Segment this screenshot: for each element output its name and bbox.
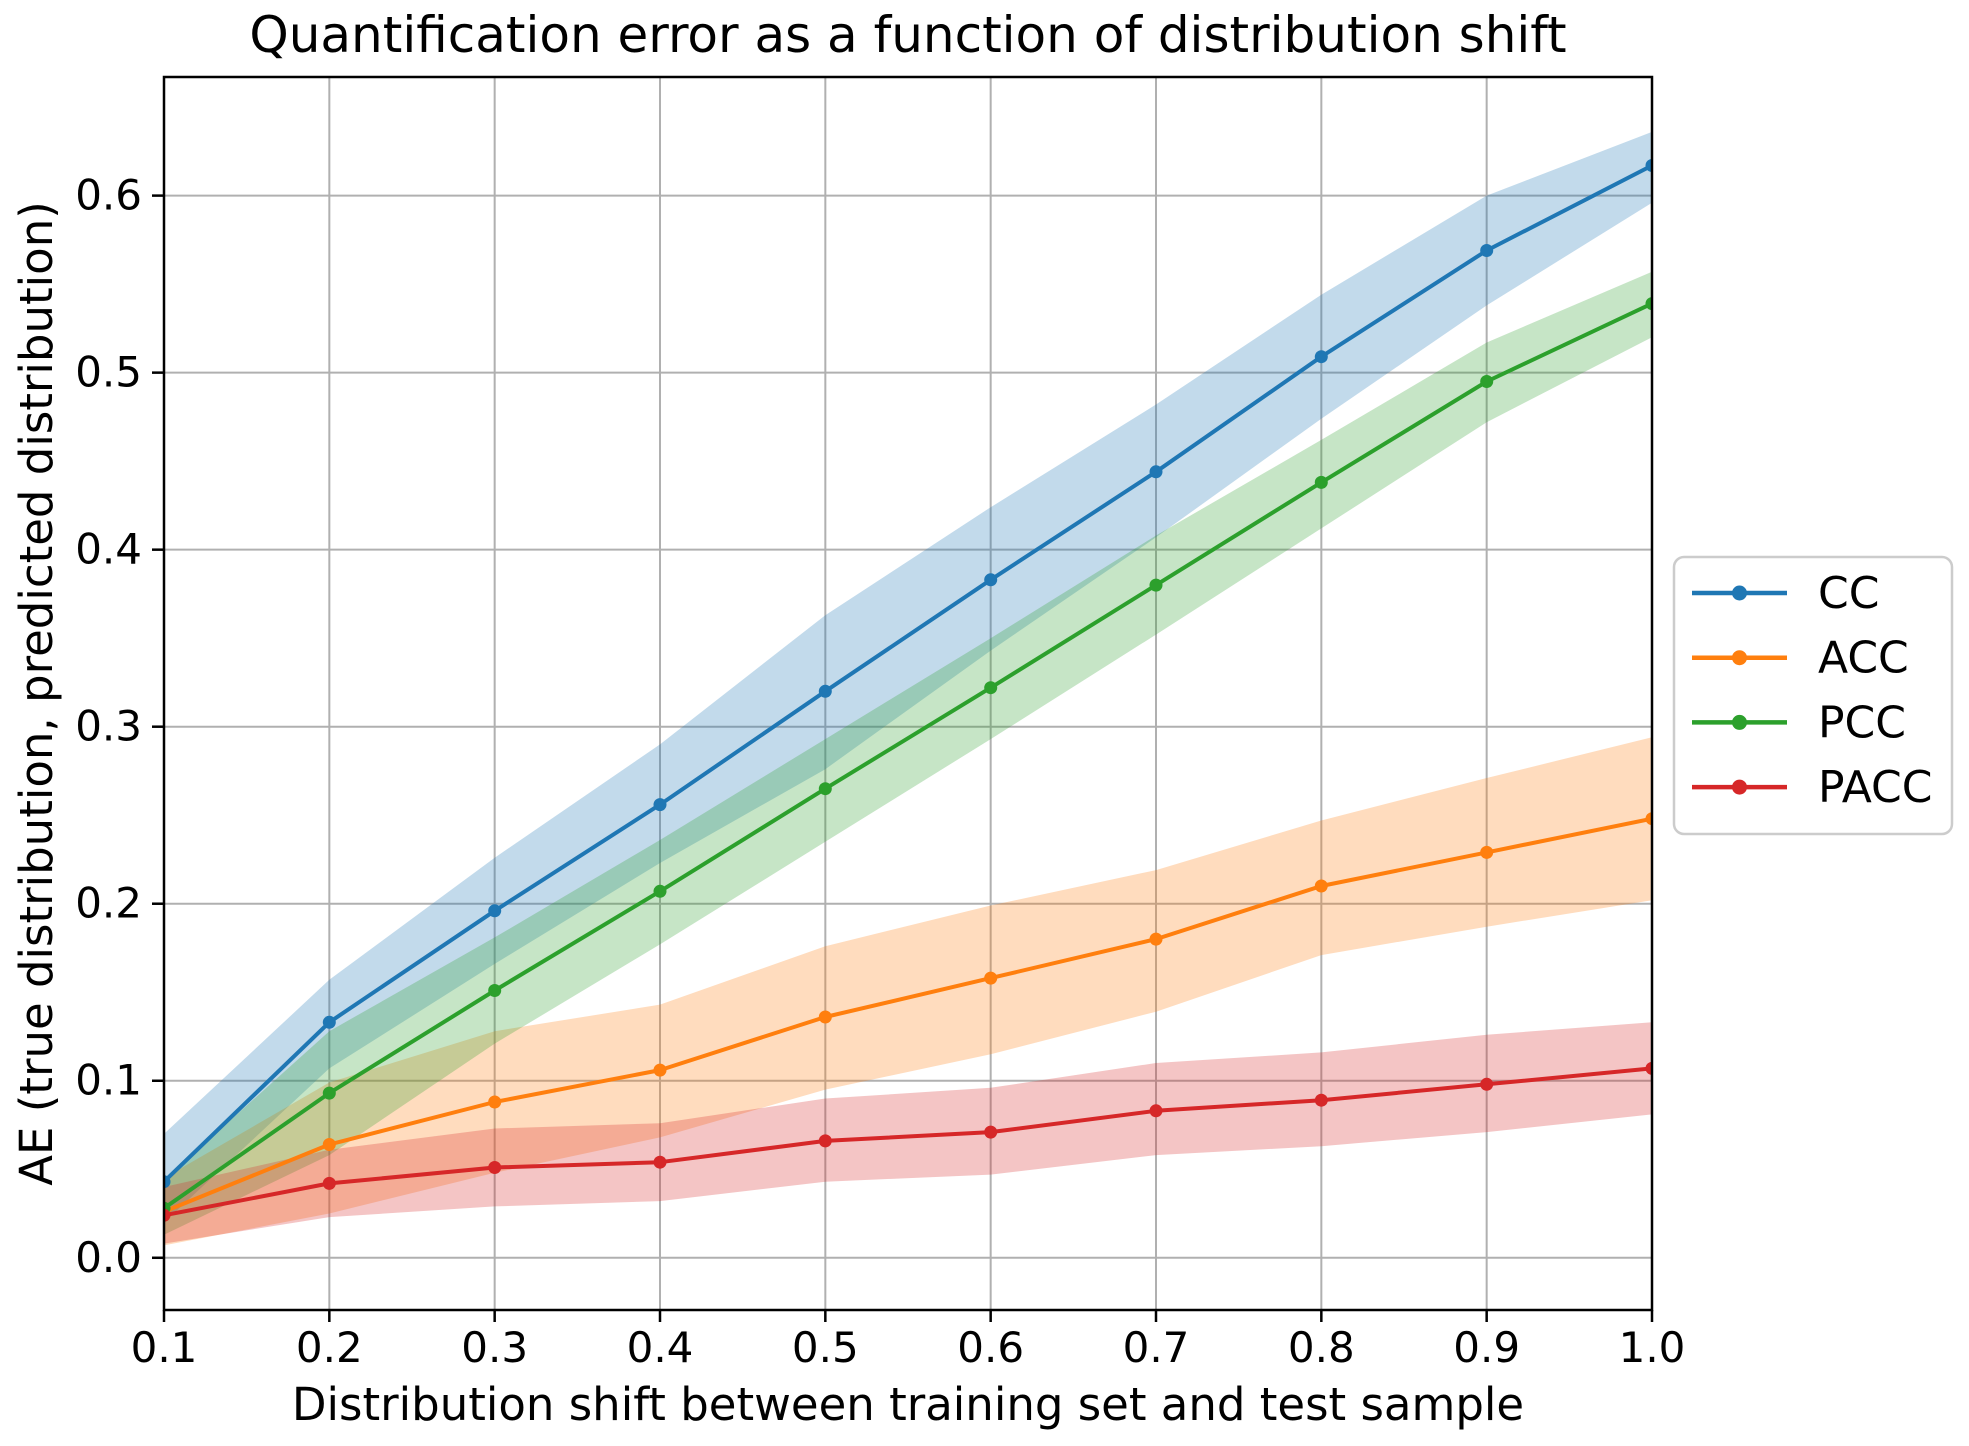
series-marker-pcc — [818, 782, 832, 796]
series-marker-cc — [322, 1015, 336, 1029]
series-marker-pacc — [818, 1134, 832, 1148]
plot-area — [164, 131, 1652, 1246]
legend-marker-cc — [1732, 585, 1747, 601]
series-marker-pacc — [164, 1208, 171, 1222]
series-marker-pcc — [1480, 375, 1494, 388]
series-line-pcc — [164, 301, 1652, 1211]
y-axis-label: AE (true distribution, predicted distrib… — [10, 201, 63, 1186]
series-marker-acc — [1149, 932, 1163, 946]
series-band-cc — [164, 131, 1652, 1223]
series-marker-pcc — [488, 984, 502, 997]
legend-marker-pacc — [1732, 779, 1747, 795]
x-tick-label: 0.9 — [1453, 1323, 1520, 1372]
x-tick-label: 0.4 — [627, 1323, 694, 1372]
series-marker-cc — [653, 798, 667, 812]
plot-border — [162, 75, 1654, 1312]
series-marker-pacc — [1314, 1093, 1328, 1107]
y-tick-label: 0.5 — [75, 348, 142, 397]
series-marker-pcc — [322, 1086, 336, 1100]
series-marker-acc — [818, 1010, 832, 1024]
series-marker-acc — [1645, 812, 1652, 826]
series-line-acc — [164, 816, 1652, 1214]
x-tick-label: 0.7 — [1123, 1323, 1190, 1372]
series-marker-acc — [1480, 845, 1494, 859]
legend: CC ACC PCC PACC — [1672, 555, 1954, 836]
x-tick-label: 0.1 — [131, 1323, 198, 1372]
y-tick-label: 0.4 — [75, 525, 142, 574]
legend-label-acc: ACC — [1818, 633, 1909, 684]
y-tick-label: 0.1 — [75, 1056, 142, 1105]
series-marker-pacc — [1480, 1077, 1494, 1091]
x-axis-label: Distribution shift between training set … — [292, 1378, 1524, 1431]
series-marker-pacc — [1149, 1104, 1163, 1118]
series-marker-pacc — [488, 1161, 502, 1174]
series-marker-pacc — [322, 1176, 336, 1190]
series-marker-cc — [984, 573, 998, 587]
x-tick-label: 0.8 — [1288, 1323, 1355, 1372]
legend-entry-acc: ACC — [1692, 633, 1909, 684]
y-tick-label: 0.3 — [75, 702, 142, 751]
series-marker-acc — [322, 1138, 336, 1151]
series-marker-pcc — [1149, 578, 1163, 592]
y-tick-label: 0.0 — [75, 1233, 142, 1282]
series-band-acc — [164, 737, 1652, 1246]
series-marker-pcc — [984, 681, 998, 695]
series-marker-cc — [818, 684, 832, 698]
series-marker-cc — [1314, 350, 1328, 364]
series-marker-pacc — [653, 1155, 667, 1169]
chart-title: Quantification error as a function of di… — [249, 6, 1566, 64]
x-tick-label: 0.6 — [957, 1323, 1024, 1372]
series-marker-acc — [653, 1063, 667, 1077]
legend-label-pcc: PCC — [1818, 697, 1906, 748]
x-tick-label: 1.0 — [1619, 1323, 1686, 1372]
series-marker-cc — [1645, 159, 1652, 172]
x-tick-label: 0.2 — [296, 1323, 363, 1372]
series-marker-pacc — [984, 1125, 998, 1139]
series-marker-acc — [1314, 879, 1328, 893]
legend-marker-pcc — [1732, 714, 1747, 730]
series-marker-pcc — [1645, 297, 1652, 311]
series-marker-cc — [488, 904, 502, 918]
series-marker-pcc — [1314, 475, 1328, 489]
series-marker-pcc — [653, 884, 667, 898]
series-marker-acc — [984, 971, 998, 985]
ticks — [152, 194, 1654, 1322]
series-marker-cc — [1149, 465, 1163, 479]
tick-labels: 0.1 0.2 0.3 0.4 0.5 0.6 0.7 0.8 0.9 1.0 0.0 0.1 0.2 0… — [75, 171, 1685, 1372]
y-tick-label: 0.2 — [75, 879, 142, 928]
series-line-cc — [164, 163, 1652, 1184]
series-band-pcc — [164, 271, 1652, 1235]
legend-label-cc: CC — [1818, 568, 1879, 619]
series-marker-pacc — [1645, 1061, 1652, 1075]
legend-label-pacc: PACC — [1818, 762, 1933, 813]
legend-entry-cc: CC — [1692, 568, 1879, 619]
legend-entry-pacc: PACC — [1692, 762, 1933, 813]
series-band-pacc — [164, 1022, 1652, 1244]
series-line-pacc — [164, 1066, 1652, 1218]
legend-box — [1672, 555, 1954, 836]
y-tick-label: 0.6 — [75, 171, 142, 220]
series-marker-cc — [1480, 244, 1494, 257]
legend-entry-pcc: PCC — [1692, 697, 1906, 748]
x-tick-label: 0.3 — [461, 1323, 528, 1372]
series-marker-cc — [164, 1175, 171, 1189]
series-marker-acc — [488, 1095, 502, 1109]
legend-marker-acc — [1732, 650, 1747, 666]
x-tick-label: 0.5 — [792, 1323, 859, 1372]
